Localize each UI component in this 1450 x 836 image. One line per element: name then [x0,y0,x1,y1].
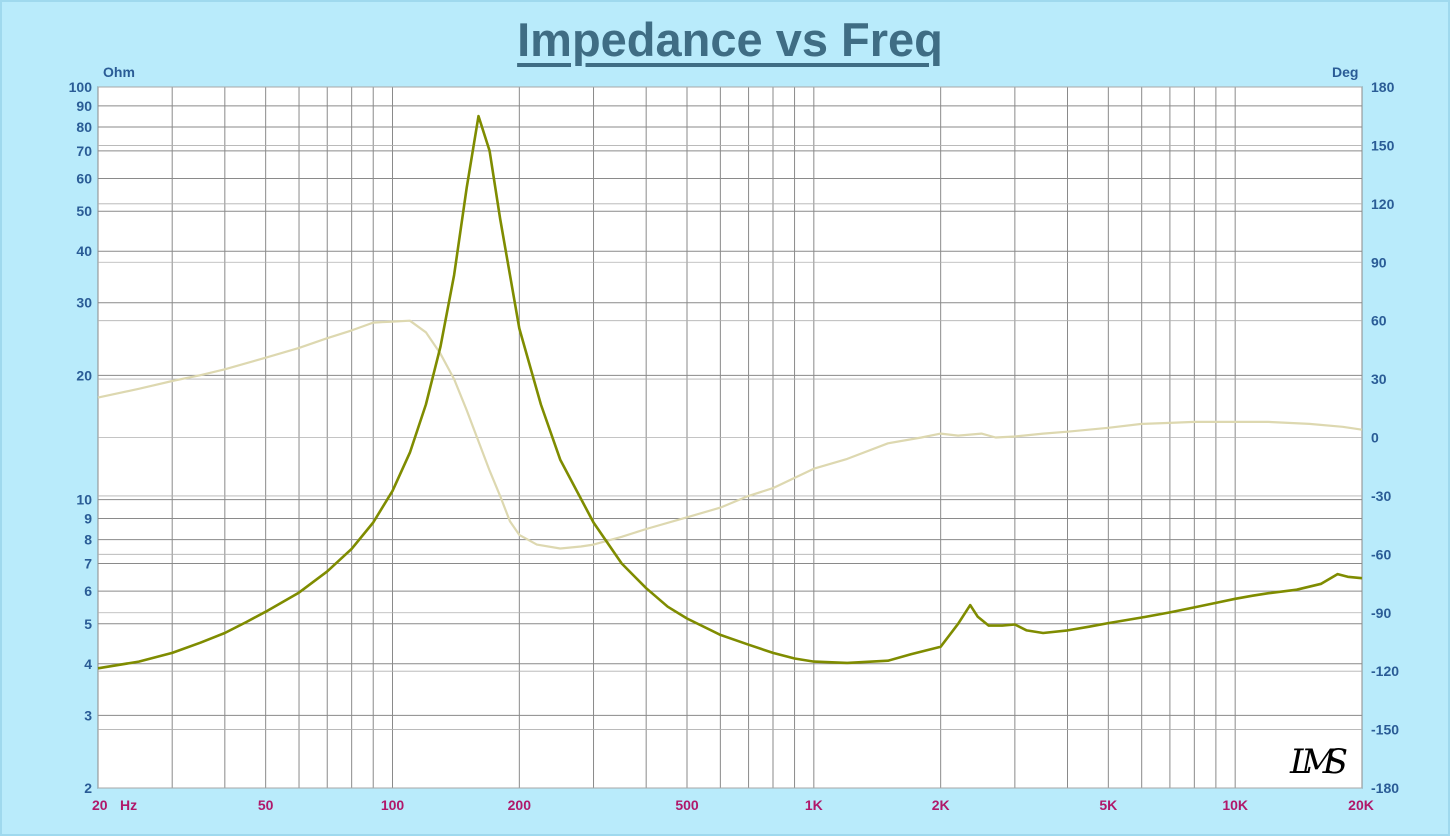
y-right-tick-label: -180 [1371,780,1399,796]
x-tick-label: 500 [675,797,699,813]
y-left-tick-label: 30 [76,295,92,311]
y-right-tick-label: -90 [1371,605,1391,621]
y-left-tick-label: 80 [76,119,92,135]
y-left-tick-label: 50 [76,203,92,219]
y-left-tick-label: 5 [84,616,92,632]
grid [97,86,1363,789]
y-left-tick-label: 60 [76,171,92,187]
y-left-tick-label: 100 [69,79,93,95]
chart-title: Impedance vs Freq [517,13,943,66]
x-tick-label: 100 [381,797,405,813]
axis-labels: 2 3 4 5 6 7 8 9 10 20 30 40 50 60 70 80 90 100 -180 -150 -12… [69,79,1400,813]
y-right-tick-label: -120 [1371,663,1399,679]
y-right-tick-label: 0 [1371,430,1379,446]
x-tick-label: 1K [805,797,823,813]
y-left-tick-label: 3 [84,707,92,723]
y-left-tick-label: 2 [84,780,92,796]
y-left-tick-label: 40 [76,243,92,259]
y-left-tick-label: 6 [84,583,92,599]
y-left-axis-label: Ohm [103,64,135,80]
y-left-tick-label: 8 [84,532,92,548]
x-tick-label: 20K [1348,797,1374,813]
y-right-axis-label: Deg [1332,64,1358,80]
phase-series-line [97,319,1363,550]
y-left-tick-label: 7 [84,556,92,572]
y-right-tick-label: -30 [1371,488,1391,504]
y-left-tick-label: 10 [76,492,92,508]
y-left-tick-label: 90 [76,98,92,114]
y-right-tick-label: 90 [1371,254,1387,270]
x-tick-label: 50 [258,797,274,813]
y-right-tick-label: 180 [1371,79,1395,95]
impedance-series-line [97,114,1363,670]
series-group [97,114,1363,670]
y-left-tick-label: 70 [76,143,92,159]
y-right-tick-label: 120 [1371,196,1395,212]
y-right-tick-label: 150 [1371,137,1395,153]
y-left-tick-label: 9 [84,510,92,526]
lms-logo: LMS [1289,742,1348,782]
y-left-tick-label: 20 [76,367,92,383]
x-tick-label: 200 [508,797,532,813]
y-right-tick-label: -60 [1371,546,1391,562]
y-right-tick-label: -150 [1371,722,1399,738]
y-right-tick-label: 30 [1371,371,1387,387]
x-tick-label: 2K [932,797,950,813]
x-tick-label: 5K [1099,797,1117,813]
y-left-tick-label: 4 [84,656,92,672]
x-tick-label: 20 [92,797,108,813]
x-axis-unit: Hz [120,797,137,813]
y-right-tick-label: 60 [1371,313,1387,329]
x-tick-label: 10K [1222,797,1248,813]
